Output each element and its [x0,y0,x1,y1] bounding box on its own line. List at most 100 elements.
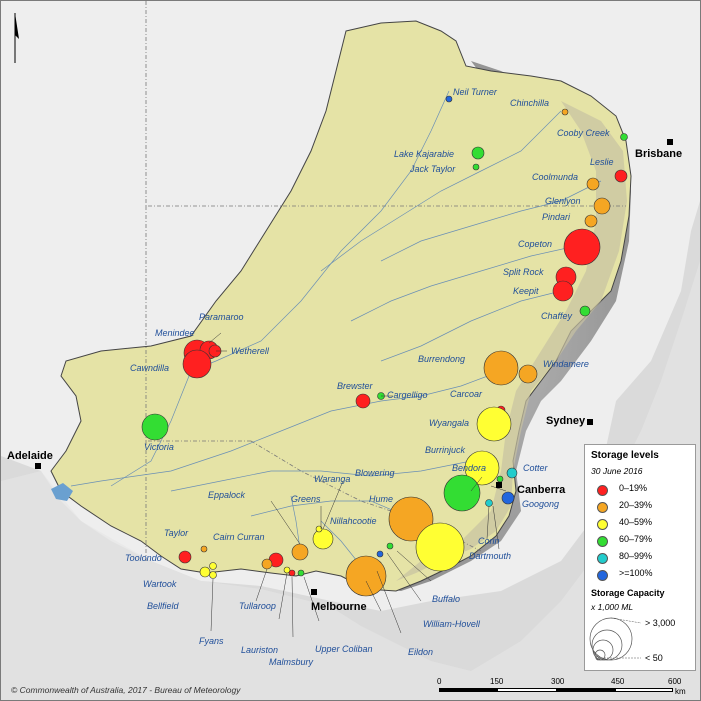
storage-cawndilla[interactable] [182,349,212,379]
brisbane-marker [667,139,673,145]
storage-wartook[interactable] [199,566,211,578]
label-waranga: Waranga [314,474,350,484]
storage-taylor[interactable] [200,545,208,553]
storage-hume[interactable] [388,496,434,542]
copyright-text: © Commonwealth of Australia, 2017 - Bure… [11,685,241,695]
storage-nillahcootie[interactable] [386,542,394,550]
label-chinchilla: Chinchilla [510,98,549,108]
label-nillahcootie: Nillahcootie [330,516,377,526]
label-buffalo: Buffalo [432,594,460,604]
storage-bellfield[interactable] [209,562,217,570]
storage-greens[interactable] [315,525,323,533]
storage-upper-coliban[interactable] [297,569,305,577]
label-corin: Corin [478,536,500,546]
label-wartook: Wartook [143,579,177,589]
label-pindari: Pindari [542,212,571,222]
capacity-title: Storage Capacity [591,588,665,598]
legend-item-40-59: 40–59% [597,517,692,531]
storage-coolmunda[interactable] [586,177,600,191]
storage-eppalock[interactable] [291,543,309,561]
storage-copeton[interactable] [563,228,601,266]
label-blowering: Blowering [355,468,395,478]
storage-googong[interactable] [501,491,515,505]
legend-swatch [597,519,608,530]
leader-lines [208,332,507,638]
storage-glenlyon[interactable] [593,197,611,215]
melbourne-marker [311,589,317,595]
storage-malmsbury[interactable] [288,569,296,577]
label-dartmouth: Dartmouth [469,551,511,561]
storage-leslie[interactable] [614,169,628,183]
storage-corin[interactable] [485,499,493,507]
city-adelaide: Adelaide [7,450,53,462]
label-split-rock: Split Rock [503,267,544,277]
label-keepit: Keepit [513,286,539,296]
storages[interactable] [141,95,628,597]
storage-wyangala[interactable] [476,406,512,442]
label-chaffey: Chaffey [541,311,573,321]
label-cairn-curran: Cairn Curran [213,532,265,542]
storage-eildon[interactable] [345,555,387,597]
storage-burrendong[interactable] [483,350,519,386]
storage-toolondo[interactable] [178,550,192,564]
storage-bendora[interactable] [496,475,504,483]
storage-tullaroop[interactable] [261,558,273,570]
scale-tick: 0 [437,677,442,686]
storage-victoria[interactable] [141,413,169,441]
label-cargelligo: Cargelligo [387,390,428,400]
label-taylor: Taylor [164,528,189,538]
lake-alexandrina [51,483,73,501]
label-greens: Greens [291,494,321,504]
scale-segment [557,688,615,692]
scale-segment [439,688,497,692]
storage-cooby-creek[interactable] [620,133,628,141]
legend-label: 0–19% [619,483,648,493]
label-eildon: Eildon [408,647,433,657]
label-bendora: Bendora [452,463,486,473]
storage-jack-taylor[interactable] [472,163,480,171]
storage-william-hovell[interactable] [376,550,384,558]
storage-chinchilla[interactable] [561,108,569,116]
storage-fyans[interactable] [209,571,217,579]
label-victoria: Victoria [144,442,174,452]
legend-item-0-19: 0–19% [597,483,692,497]
city-sydney: Sydney [546,415,586,427]
label-william-hovell: William-Hovell [423,619,481,629]
storage-waranga[interactable] [312,528,334,550]
storage-blowering[interactable] [443,474,481,512]
storage-neil-turner[interactable] [445,95,453,103]
storage-lake-kajarabie[interactable] [471,146,485,160]
label-jack-taylor: Jack Taylor [409,164,456,174]
adelaide-marker [35,463,41,469]
legend-label: 20–39% [619,500,653,510]
label-wyangala: Wyangala [429,418,469,428]
label-hume: Hume [369,494,393,504]
legend-label: >=100% [619,568,653,578]
city-canberra: Canberra [517,484,566,496]
legend-swatch [597,485,608,496]
storage-windamere[interactable] [518,364,538,384]
label-bellfield: Bellfield [147,601,180,611]
label-cooby-creek: Cooby Creek [557,128,610,138]
legend-label: 40–59% [619,517,653,527]
capacity-circles: > 3,000 < 50 [589,617,675,663]
scale-unit: km [675,687,686,696]
label-lake-kajarabie: Lake Kajarabie [394,149,454,159]
north-arrow-icon [14,13,19,63]
label-brewster: Brewster [337,381,374,391]
storage-cotter[interactable] [506,467,518,479]
storage-keepit[interactable] [552,280,574,302]
storage-pindari[interactable] [584,214,598,228]
storage-brewster[interactable] [355,393,371,409]
south-coast-land [1,261,700,700]
storage-burrinjuck[interactable] [464,450,500,486]
label-neil-turner: Neil Turner [453,87,498,97]
legend-item-80-99: 80–99% [597,551,692,565]
legend-label: 80–99% [619,551,653,561]
label-windamere: Windamere [543,359,589,369]
storage-chaffey[interactable] [579,305,591,317]
legend-swatch [597,553,608,564]
storage-dartmouth[interactable] [415,522,465,572]
